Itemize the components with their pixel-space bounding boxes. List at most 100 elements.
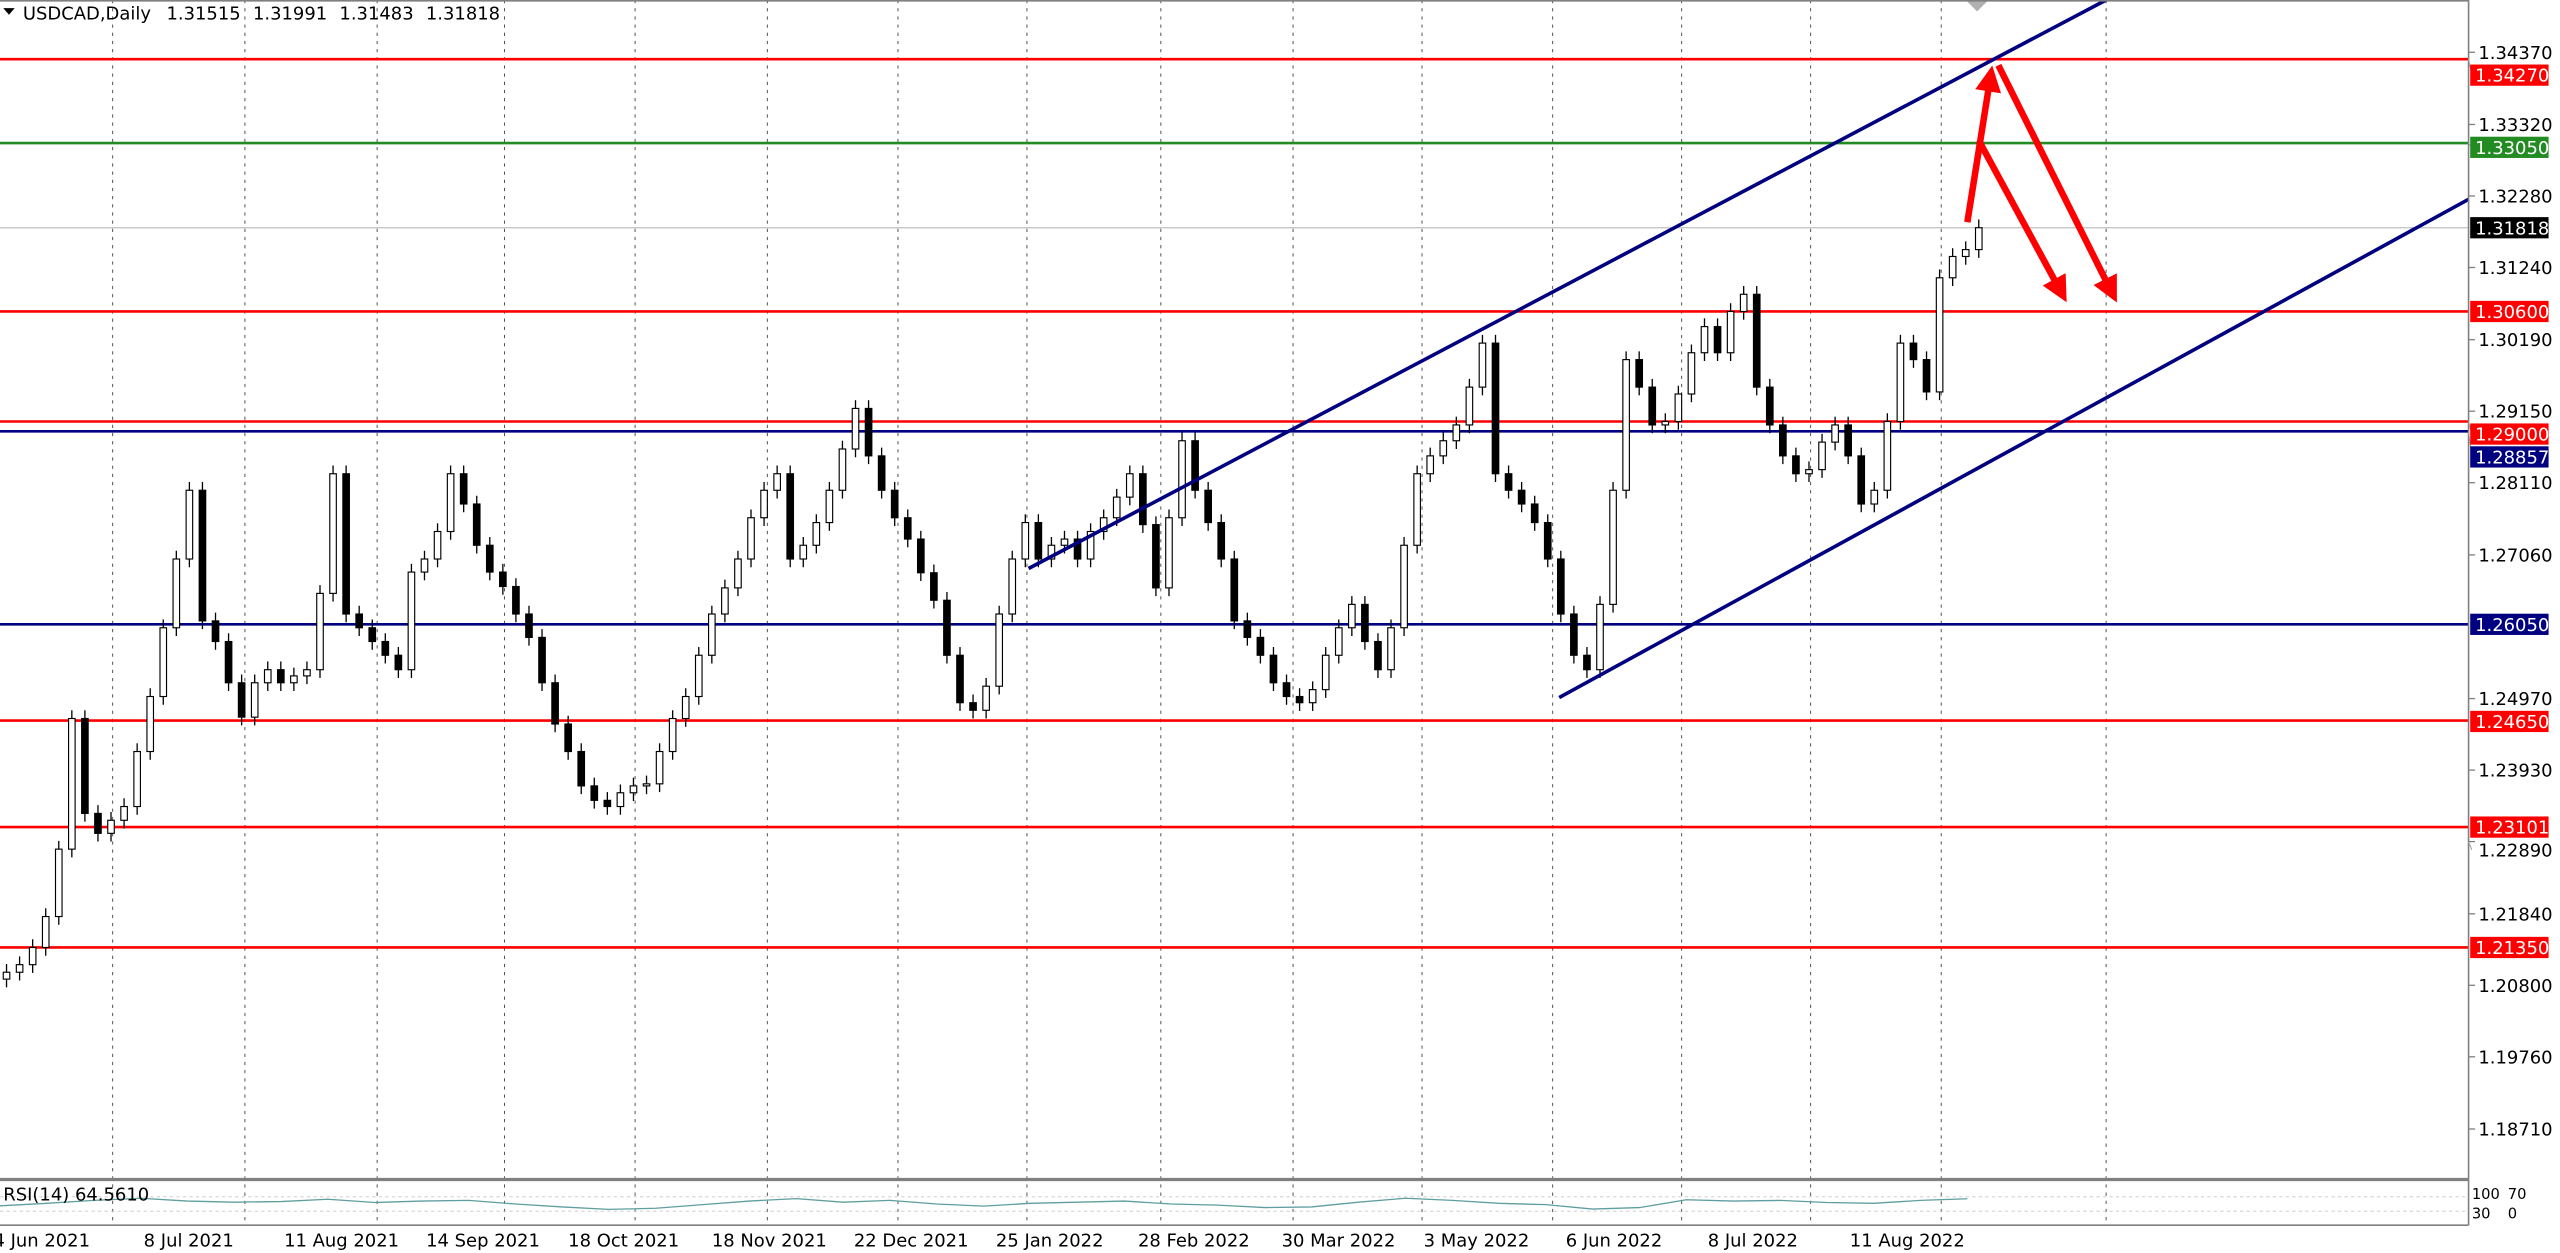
candle-body-down: [1256, 636, 1265, 656]
candle-body-up: [1661, 420, 1670, 426]
candle: [1112, 488, 1121, 527]
rsi-line: [0, 1197, 1968, 1211]
price-tick-label: 1.22890: [2478, 840, 2552, 861]
candle: [1870, 482, 1879, 513]
candle-body-down: [1361, 603, 1369, 643]
arrow-down-long[interactable]: [1995, 63, 2117, 303]
candle-body-down: [1713, 326, 1722, 354]
candle: [446, 465, 455, 540]
candle: [263, 661, 272, 692]
candle-body-down: [1204, 489, 1212, 524]
candle: [54, 840, 63, 925]
candle: [1779, 416, 1787, 465]
candle: [1478, 334, 1487, 396]
candle: [995, 605, 1004, 695]
candle: [538, 629, 546, 692]
arrow-down-short[interactable]: [1975, 138, 2067, 303]
candle-body-up: [1687, 352, 1696, 395]
candle: [1622, 351, 1630, 499]
candle: [1243, 612, 1252, 646]
candle-body-up: [1883, 420, 1892, 491]
candle-body-up: [329, 473, 337, 594]
price-tick-label: 1.24970: [2478, 689, 2552, 710]
candle-body-up: [1961, 249, 1970, 258]
candle: [250, 674, 259, 726]
candle: [1948, 248, 1957, 287]
candle-body-up: [41, 915, 50, 949]
candle-body-down: [1844, 424, 1852, 457]
candle-body-down: [1752, 293, 1761, 388]
label-connector: [2468, 841, 2473, 851]
candle: [15, 956, 24, 981]
candle: [2, 963, 11, 988]
candle-body-down: [94, 812, 102, 834]
candle-body-up: [1400, 544, 1408, 629]
candle: [68, 710, 76, 858]
chart-shift-marker[interactable]: [1965, 0, 1989, 12]
candle-body-up: [1086, 530, 1095, 560]
arrow-up[interactable]: [1964, 65, 2002, 223]
level-label: 1.23101: [2475, 818, 2549, 839]
candle: [864, 400, 873, 465]
candle-body-up: [420, 558, 429, 573]
candle-body-down: [1635, 359, 1644, 388]
candle: [877, 447, 886, 499]
candle: [1857, 447, 1866, 513]
candle: [1922, 351, 1931, 401]
candle-body-up: [15, 964, 24, 973]
candle-body-up: [1805, 469, 1813, 475]
candle-body-up: [1047, 544, 1056, 560]
channel-upper-line[interactable]: [1027, 0, 2107, 571]
candle: [1321, 647, 1330, 698]
candle-body-down: [394, 654, 403, 671]
candle: [1556, 550, 1565, 623]
channel-lower-line[interactable]: [1558, 197, 2470, 700]
candle: [655, 743, 664, 793]
candle-body-down: [1152, 524, 1160, 589]
rsi-label: RSI(14) 64.5610: [3, 1185, 149, 1206]
price-tick-label: 1.18710: [2478, 1120, 2552, 1141]
rsi-scale-100: 100: [2472, 1186, 2500, 1203]
price-tick-label: 1.28110: [2478, 473, 2552, 494]
candle-body-up: [668, 717, 677, 753]
candle-body-up: [1439, 440, 1448, 457]
candle: [903, 509, 912, 548]
candle: [969, 694, 977, 719]
candle-body-down: [1269, 654, 1278, 684]
candle-body-down: [1583, 654, 1591, 671]
candle-body-up: [1452, 424, 1461, 442]
price-tick-label: 1.31240: [2478, 258, 2552, 279]
candle: [28, 939, 37, 973]
candle-body-up: [316, 592, 324, 671]
triangle-down-icon[interactable]: [3, 8, 15, 15]
candle: [590, 777, 599, 809]
candle: [1439, 432, 1448, 465]
candle: [1752, 286, 1761, 396]
candle: [616, 784, 625, 815]
price-tick-label: 1.33320: [2478, 115, 2552, 136]
candle: [1282, 674, 1291, 705]
candle: [943, 592, 951, 664]
candle-body-up: [694, 654, 703, 698]
candle: [120, 798, 128, 829]
rsi-panel[interactable]: RSI(14) 64.5610 100 70 30 0: [0, 1177, 2527, 1227]
candle-body-up: [642, 783, 651, 787]
candle: [342, 465, 350, 623]
candle-body-down: [590, 785, 599, 801]
candle: [1792, 447, 1800, 483]
candle-body-up: [773, 473, 781, 491]
price-tick-label: 1.29150: [2478, 402, 2552, 423]
candle: [1491, 334, 1500, 483]
candle: [1909, 334, 1918, 368]
candle: [1178, 432, 1186, 527]
rsi-scale-70: 70: [2508, 1186, 2527, 1203]
candle-body-up: [146, 695, 155, 753]
candle: [1165, 509, 1173, 597]
candle: [159, 619, 168, 705]
svg-text:USDCAD,Daily 1.31515: USDCAD,Daily 1.31515 1.31991 1.31483 1.3…: [23, 4, 500, 25]
candle: [1387, 619, 1395, 678]
candle-body-up: [1334, 627, 1343, 656]
candle: [172, 550, 181, 637]
date-tick-label: 22 Dec 2021: [854, 1230, 969, 1251]
